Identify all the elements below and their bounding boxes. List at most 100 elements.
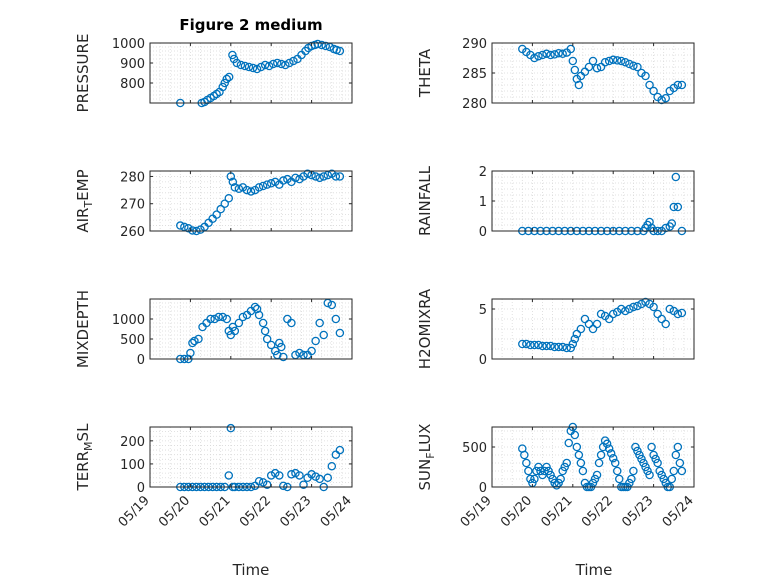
data-point bbox=[667, 474, 677, 484]
data-point bbox=[655, 466, 664, 476]
data-point bbox=[224, 72, 234, 82]
data-point bbox=[184, 224, 193, 233]
data-point bbox=[617, 56, 626, 66]
data-point bbox=[600, 57, 610, 67]
x-tick-label: 05/20 bbox=[156, 493, 193, 530]
x-axis-label-right: Time bbox=[575, 561, 613, 579]
data-point bbox=[570, 65, 580, 75]
x-tick-label: 05/19 bbox=[458, 493, 495, 530]
data-point bbox=[216, 204, 225, 214]
data-point bbox=[285, 58, 294, 68]
data-point bbox=[228, 322, 238, 332]
x-tick-label: 05/22 bbox=[579, 493, 616, 530]
data-point bbox=[643, 466, 652, 476]
y-tick-label: 5 bbox=[479, 303, 487, 318]
data-point bbox=[592, 470, 602, 480]
data-point bbox=[639, 458, 648, 468]
data-point bbox=[580, 314, 590, 324]
x-tick-label: 05/23 bbox=[277, 493, 314, 530]
data-point bbox=[594, 458, 604, 468]
data-point bbox=[321, 41, 330, 51]
axes-box bbox=[149, 42, 353, 104]
data-point bbox=[218, 312, 227, 322]
data-point bbox=[631, 442, 640, 452]
y-tick-label: 280 bbox=[120, 170, 145, 185]
data-point bbox=[570, 430, 580, 440]
y-axis-label: RAINFALL bbox=[416, 165, 434, 236]
data-point bbox=[526, 474, 535, 484]
data-point bbox=[295, 471, 304, 480]
data-point bbox=[649, 450, 658, 460]
data-point bbox=[596, 309, 606, 319]
data-point bbox=[252, 64, 262, 74]
data-point bbox=[335, 445, 345, 455]
y-tick-label: 0 bbox=[479, 481, 487, 496]
panel-air_temp: 260 270 280 AIRTEMP bbox=[74, 169, 353, 240]
data-point bbox=[295, 348, 304, 358]
data-point bbox=[665, 304, 675, 314]
data-point bbox=[287, 318, 296, 328]
data-point bbox=[568, 339, 578, 349]
y-tick-label: 0 bbox=[479, 353, 487, 368]
data-point bbox=[260, 326, 270, 336]
data-point bbox=[317, 40, 326, 50]
axes-box bbox=[149, 298, 353, 360]
data-point bbox=[647, 442, 656, 452]
data-point bbox=[277, 59, 286, 69]
data-point bbox=[677, 466, 687, 476]
data-point bbox=[315, 173, 324, 183]
data-point bbox=[538, 341, 547, 351]
y-axis-label: H2OMIXRA bbox=[416, 288, 434, 369]
data-point bbox=[677, 308, 687, 318]
data-point bbox=[258, 181, 268, 191]
data-point bbox=[657, 470, 666, 480]
data-point bbox=[254, 310, 264, 320]
data-point bbox=[335, 328, 345, 338]
data-point bbox=[327, 300, 337, 310]
data-point bbox=[554, 48, 563, 58]
data-point bbox=[218, 82, 227, 92]
data-point bbox=[530, 474, 539, 484]
data-point bbox=[264, 61, 274, 71]
data-point bbox=[266, 340, 276, 350]
data-point bbox=[240, 61, 250, 71]
data-point bbox=[291, 173, 300, 183]
data-point bbox=[673, 309, 683, 319]
data-point bbox=[331, 172, 341, 181]
data-point bbox=[661, 319, 670, 329]
data-point bbox=[615, 474, 624, 484]
axes-box bbox=[491, 298, 695, 360]
data-point bbox=[653, 309, 662, 319]
data-point bbox=[604, 56, 614, 66]
data-point bbox=[212, 210, 221, 219]
data-point bbox=[627, 474, 636, 484]
data-point bbox=[604, 314, 614, 324]
data-point bbox=[287, 470, 296, 479]
y-tick-label: 0 bbox=[479, 225, 487, 240]
y-tick-label: 0 bbox=[137, 353, 145, 368]
data-point bbox=[532, 466, 541, 476]
data-point bbox=[542, 341, 551, 351]
data-point bbox=[224, 194, 234, 203]
data-point bbox=[270, 346, 280, 356]
data-point bbox=[572, 442, 582, 452]
data-point bbox=[236, 60, 246, 70]
data-point bbox=[651, 454, 660, 464]
data-point bbox=[556, 474, 565, 484]
y-tick-label: 100 bbox=[120, 458, 145, 473]
data-point bbox=[558, 342, 567, 352]
data-point bbox=[592, 319, 602, 329]
data-point bbox=[566, 343, 576, 353]
data-point bbox=[548, 474, 557, 484]
data-point bbox=[238, 312, 248, 322]
y-axis-label: TERRMSL bbox=[74, 423, 95, 492]
data-point bbox=[546, 341, 555, 351]
y-tick-label: 280 bbox=[462, 97, 487, 112]
data-point bbox=[323, 473, 333, 483]
data-point bbox=[641, 462, 650, 472]
y-tick-label: 260 bbox=[120, 225, 145, 240]
data-point bbox=[546, 470, 555, 480]
data-point bbox=[558, 466, 567, 476]
data-point bbox=[188, 226, 197, 235]
